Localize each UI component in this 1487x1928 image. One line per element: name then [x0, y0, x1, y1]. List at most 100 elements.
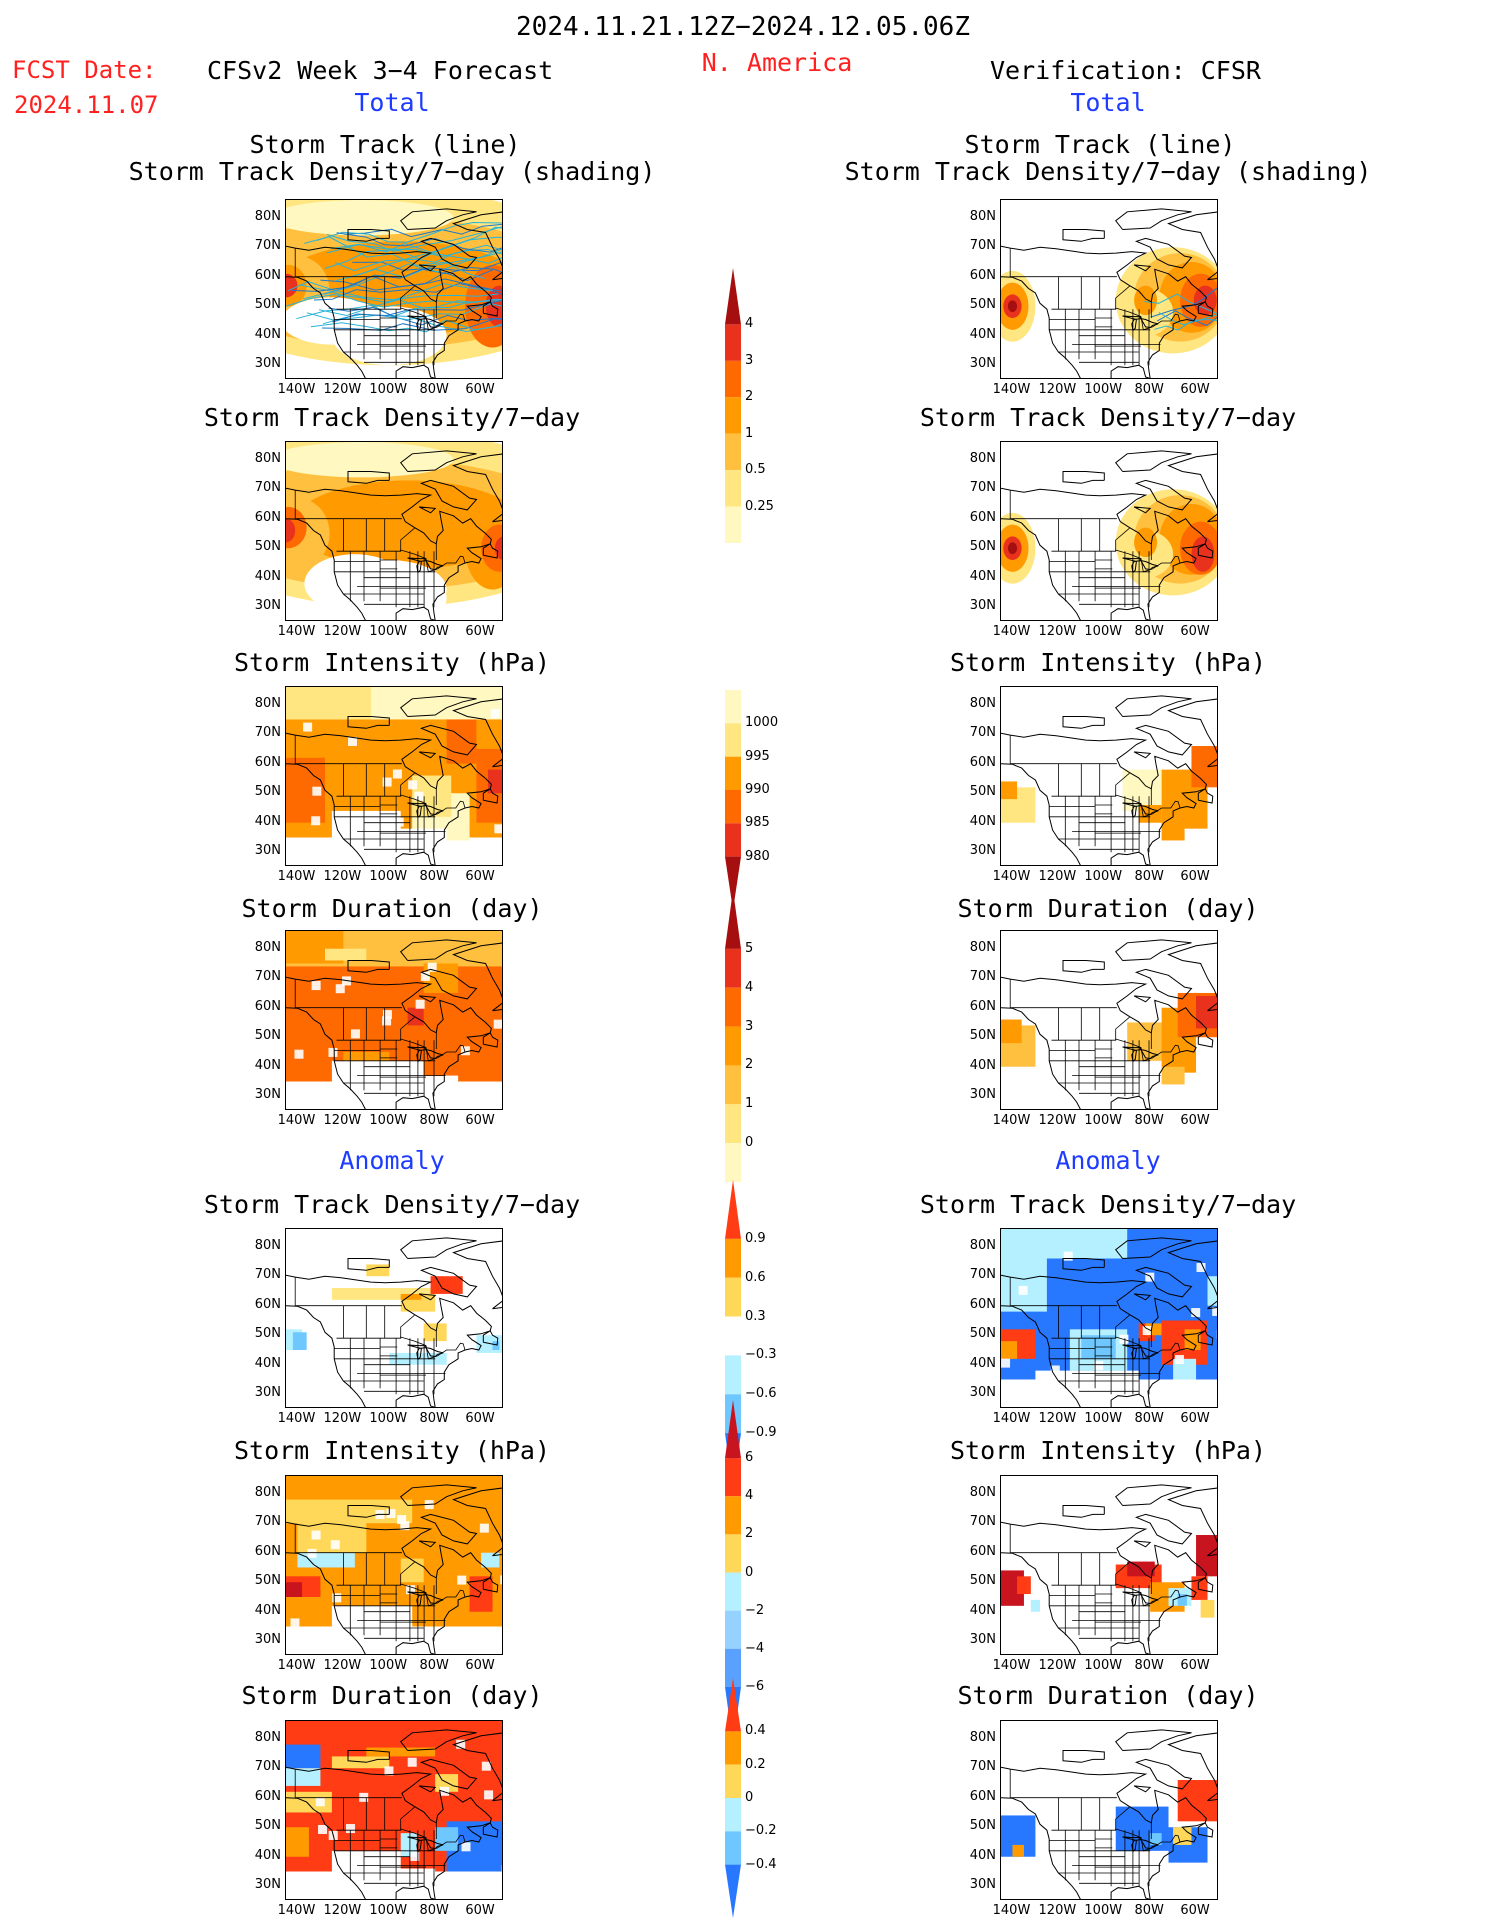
coastline — [419, 237, 478, 269]
lat-tick-label: 50N — [254, 1818, 281, 1834]
coastline — [482, 1577, 499, 1593]
colorbar-segment — [725, 1143, 741, 1182]
colorbar-label: −0.2 — [745, 1823, 777, 1839]
coastline — [286, 276, 366, 378]
lon-tick-label: 120W — [1038, 624, 1077, 639]
colorbar-label: 0 — [745, 1790, 754, 1805]
lat-tick-label: 30N — [969, 1385, 996, 1401]
map-panel-L1 — [285, 199, 503, 379]
colorbar-label: 1 — [745, 425, 754, 441]
shading-layer — [286, 931, 502, 1109]
coastline — [1001, 976, 1207, 1109]
colorbar-segment — [725, 1764, 741, 1798]
lat-tick-label: 80N — [969, 450, 996, 466]
colorbar-label: 0.5 — [745, 462, 766, 478]
lon-tick-label: 100W — [369, 1113, 408, 1128]
colorbar-segment — [725, 1277, 741, 1317]
border-line — [400, 527, 415, 552]
shading-layer — [286, 687, 502, 865]
colorbar-segment — [725, 1864, 741, 1918]
colorbar-segment — [725, 1355, 741, 1395]
lon-tick-label: 140W — [992, 1411, 1031, 1426]
colorbar-label: 6 — [745, 1450, 754, 1466]
lon-tick-label: 60W — [1180, 1658, 1210, 1673]
lat-tick-label: 40N — [969, 813, 996, 829]
border-line — [1115, 772, 1130, 797]
coastline — [347, 1505, 390, 1518]
lat-tick-label: 60N — [254, 509, 281, 525]
coastline — [1197, 1032, 1214, 1048]
shading-layer — [1001, 247, 1217, 354]
colorbar-label: 0.2 — [745, 1756, 766, 1772]
coastline — [482, 301, 499, 317]
colorbar-segment — [725, 823, 741, 857]
lon-tick-label: 60W — [465, 1658, 495, 1673]
lat-tick-label: 50N — [969, 1818, 996, 1834]
coastline — [1197, 1577, 1214, 1593]
lat-tick-label: 30N — [254, 1087, 281, 1103]
lon-tick-label: 100W — [1084, 1903, 1123, 1918]
panel-title-right-1a: Storm Track (line) — [964, 130, 1236, 159]
coastline — [1001, 1797, 1081, 1899]
coastline — [1197, 543, 1214, 559]
shading-layer — [1001, 992, 1217, 1085]
left-anomaly-label: Anomaly — [339, 1146, 445, 1175]
coastline — [1001, 1274, 1207, 1407]
lon-tick-label: 100W — [1084, 869, 1123, 884]
lon-tick-label: 100W — [1084, 1411, 1123, 1426]
map-panel-L4 — [285, 930, 503, 1110]
lon-tick-label: 60W — [465, 1411, 495, 1426]
panel-title-right-4: Storm Duration (day) — [957, 894, 1259, 923]
colorbar-segment — [725, 948, 741, 988]
coastline — [419, 1266, 478, 1298]
lon-tick-label: 140W — [992, 382, 1031, 397]
lat-tick-label: 70N — [969, 238, 996, 254]
coastline — [1167, 1487, 1217, 1557]
colorbar-segment — [725, 987, 741, 1027]
lat-tick-label: 30N — [969, 1877, 996, 1893]
coastline — [1133, 1293, 1152, 1301]
right-column-title: Verification: CFSR — [990, 56, 1261, 85]
lon-tick-label: 80W — [1134, 869, 1164, 884]
lat-tick-label: 60N — [254, 1296, 281, 1312]
colorbar-label: −0.6 — [745, 1386, 777, 1402]
panel-title-left-3: Storm Intensity (hPa) — [233, 648, 551, 677]
lon-tick-label: 140W — [992, 1113, 1031, 1128]
shading-layer — [1001, 1229, 1217, 1407]
date-range-title: 2024.11.21.12Z−2024.12.05.06Z — [516, 12, 970, 42]
lat-tick-label: 40N — [969, 568, 996, 584]
coastline — [418, 264, 437, 272]
coastline — [1114, 450, 1192, 472]
lon-tick-label: 120W — [1038, 1411, 1077, 1426]
coastline — [286, 518, 366, 620]
colorbar-segment — [725, 1831, 741, 1865]
colorbar-label: 0.4 — [745, 1723, 766, 1739]
lat-tick-label: 70N — [254, 480, 281, 496]
coastline — [418, 1785, 437, 1793]
coastline — [452, 698, 502, 768]
map-panel-L2 — [285, 441, 503, 621]
lon-tick-label: 60W — [465, 869, 495, 884]
colorbar-label: −0.3 — [745, 1347, 777, 1363]
coastline — [347, 960, 390, 973]
shading-layer — [286, 442, 502, 620]
colorbar-density_total — [725, 268, 741, 543]
coastline — [286, 1797, 366, 1899]
lon-tick-label: 60W — [465, 624, 495, 639]
panel-title-right-5: Storm Track Density/7−day — [919, 1190, 1297, 1219]
shading-layer — [1001, 1535, 1217, 1618]
colorbar-segment — [725, 756, 741, 790]
coastline — [399, 208, 477, 230]
coastline — [286, 1766, 492, 1899]
lon-tick-label: 80W — [1134, 1411, 1164, 1426]
coastline — [418, 1540, 437, 1548]
coastline — [286, 1274, 492, 1407]
lat-tick-label: 30N — [254, 1877, 281, 1893]
lon-tick-label: 60W — [465, 382, 495, 397]
colorbar-segment — [725, 1534, 741, 1573]
colorbar-segment — [725, 723, 741, 757]
lon-tick-label: 80W — [419, 1113, 449, 1128]
colorbar-label: 2 — [745, 1526, 754, 1542]
lat-tick-label: 40N — [254, 1355, 281, 1371]
lat-tick-label: 80N — [969, 1484, 996, 1500]
